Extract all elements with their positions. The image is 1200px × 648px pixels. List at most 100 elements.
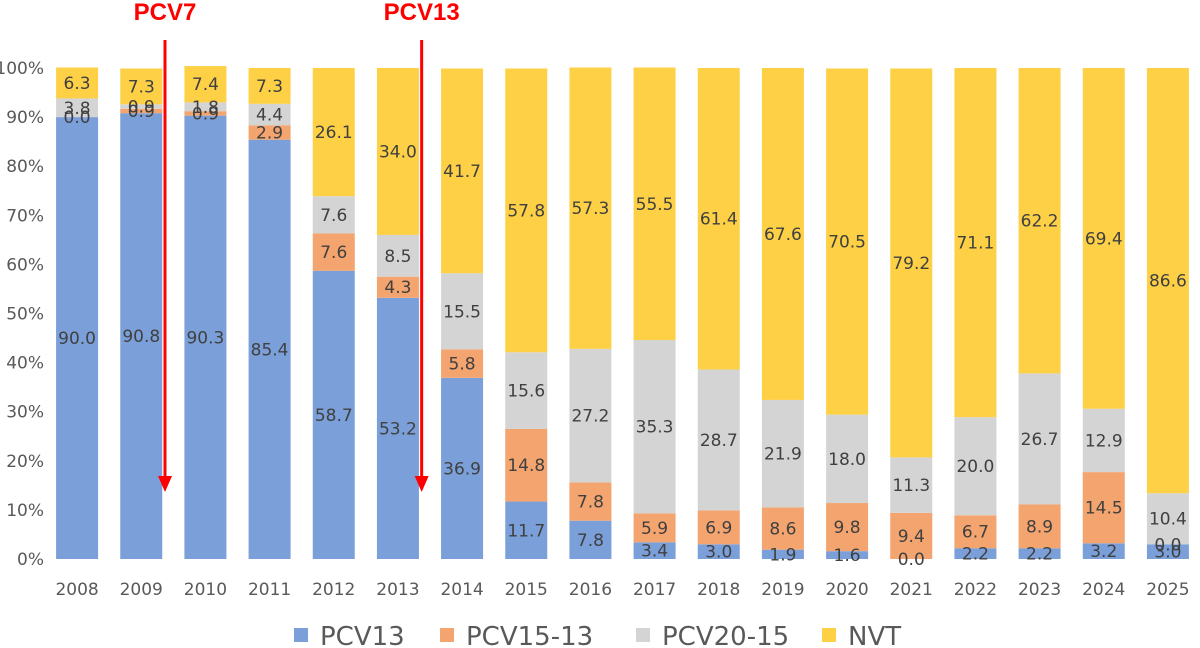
- bar-segment-pcv20-15-2008: [56, 98, 99, 118]
- data-label-pcv13-2017: 3.4: [641, 542, 668, 562]
- data-label-pcv15-13-2018: 6.9: [705, 518, 732, 538]
- data-label-pcv15-13-2024: 14.5: [1085, 499, 1123, 519]
- y-axis: 0% 10% 20% 30% 40% 50% 60% 70% 80% 90% 100%: [0, 59, 44, 570]
- bar-segment-pcv13-2025: [1146, 544, 1189, 559]
- data-label-nvt-2010: 7.4: [192, 75, 219, 95]
- data-label-pcv13-2015: 11.7: [507, 521, 545, 541]
- bar-segment-nvt-2024: [1082, 68, 1125, 409]
- x-tick-label: 2009: [120, 580, 163, 600]
- data-label-nvt-2013: 34.0: [379, 142, 417, 162]
- data-label-pcv20-15-2022: 20.0: [956, 457, 994, 477]
- data-label-nvt-2018: 61.4: [700, 210, 738, 230]
- annotations: PCV7 PCV13: [134, 0, 460, 492]
- bar-segment-pcv15-13-2010: [184, 111, 227, 116]
- legend-label-nvt: NVT: [848, 622, 901, 648]
- annotation-arrow-head: [157, 476, 172, 492]
- bar-segment-pcv13-2015: [505, 501, 548, 559]
- legend-label-pcv20-15: PCV20-15: [662, 622, 789, 648]
- x-tick-label: 2025: [1146, 580, 1189, 600]
- bar-segment-pcv13-2024: [1082, 543, 1125, 559]
- bar-segment-pcv15-13-2020: [826, 503, 869, 552]
- y-tick-label: 0%: [17, 550, 44, 570]
- data-label-pcv20-15-2018: 28.7: [700, 431, 738, 451]
- data-label-pcv15-13-2011: 2.9: [256, 124, 283, 144]
- bar-segment-pcv20-15-2023: [1018, 373, 1061, 505]
- bar-segment-pcv20-15-2020: [826, 414, 869, 504]
- bar-segment-nvt-2021: [890, 68, 933, 458]
- data-label-nvt-2009: 7.3: [128, 77, 155, 97]
- bar-segment-nvt-2012: [312, 68, 355, 197]
- bar-segment-nvt-2023: [1018, 68, 1061, 374]
- bar-segment-pcv20-15-2015: [505, 352, 548, 429]
- data-label-nvt-2021: 79.2: [892, 254, 930, 274]
- data-label-nvt-2014: 41.7: [443, 162, 481, 182]
- data-label-pcv13-2018: 3.0: [705, 543, 732, 563]
- data-label-pcv20-15-2025: 10.4: [1149, 510, 1187, 530]
- bar-segment-pcv15-13-2011: [248, 125, 291, 140]
- bar-segment-pcv15-13-2018: [697, 510, 740, 545]
- x-tick-label: 2014: [440, 580, 483, 600]
- bar-segment-pcv20-15-2013: [376, 234, 419, 277]
- annotation-arrow-head: [414, 476, 429, 492]
- bar-segment-nvt-2018: [697, 68, 740, 370]
- bar-segment-pcv15-13-2023: [1018, 504, 1061, 549]
- bar-segment-pcv13-2018: [697, 544, 740, 559]
- bar-segment-pcv15-13-2012: [312, 233, 355, 271]
- bar-segment-nvt-2009: [120, 68, 163, 105]
- data-label-pcv13-2012: 58.7: [315, 406, 353, 426]
- x-tick-label: 2016: [569, 580, 612, 600]
- data-label-pcv20-15-2008: 3.8: [64, 99, 91, 119]
- bar-segment-pcv15-13-2022: [954, 515, 997, 549]
- data-label-pcv13-2019: 1.9: [769, 545, 796, 565]
- data-label-pcv13-2009: 90.8: [122, 327, 160, 347]
- data-label-pcv20-15-2020: 18.0: [828, 450, 866, 470]
- data-label-pcv15-13-2017: 5.9: [641, 519, 668, 539]
- data-label-pcv15-13-2008: 0.0: [64, 108, 91, 128]
- data-label-pcv20-15-2024: 12.9: [1085, 431, 1123, 451]
- bar-segment-pcv15-13-2009: [120, 108, 163, 114]
- data-label-nvt-2019: 67.6: [764, 225, 802, 245]
- data-label-pcv20-15-2017: 35.3: [636, 418, 674, 438]
- data-label-pcv13-2011: 85.4: [251, 340, 289, 360]
- bar-segment-pcv13-2023: [1018, 548, 1061, 559]
- data-label-nvt-2008: 6.3: [64, 74, 91, 94]
- bar-segment-pcv13-2012: [312, 270, 355, 559]
- data-label-pcv15-13-2019: 8.6: [769, 520, 796, 540]
- bar-segment-pcv13-2014: [441, 377, 484, 559]
- bar-segment-nvt-2022: [954, 68, 997, 418]
- x-tick-label: 2023: [1018, 580, 1061, 600]
- data-label-pcv20-15-2016: 27.2: [571, 407, 609, 427]
- bar-segment-pcv20-15-2025: [1146, 493, 1189, 545]
- x-tick-label: 2019: [761, 580, 804, 600]
- y-tick-label: 60%: [6, 255, 44, 275]
- legend-swatch-pcv13: [294, 628, 308, 642]
- x-tick-label: 2018: [697, 580, 740, 600]
- bar-segment-pcv13-2009: [120, 113, 163, 559]
- bar-segment-pcv13-2016: [569, 520, 612, 559]
- data-label-nvt-2015: 57.8: [507, 201, 545, 221]
- data-label-pcv15-13-2010: 0.9: [192, 104, 219, 124]
- data-label-pcv13-2013: 53.2: [379, 419, 417, 439]
- bar-segment-pcv13-2022: [954, 548, 997, 559]
- data-label-pcv20-15-2023: 26.7: [1021, 430, 1059, 450]
- bar-segment-nvt-2010: [184, 66, 227, 103]
- bar-segment-pcv20-15-2011: [248, 103, 291, 126]
- bar-segment-pcv20-15-2024: [1082, 408, 1125, 473]
- bar-segment-pcv15-13-2014: [441, 349, 484, 378]
- data-label-pcv20-15-2013: 8.5: [384, 247, 411, 267]
- bar-segment-nvt-2015: [505, 68, 548, 353]
- data-label-pcv13-2023: 2.2: [1026, 545, 1053, 565]
- data-label-pcv13-2010: 90.3: [186, 328, 224, 348]
- data-label-pcv13-2022: 2.2: [962, 545, 989, 565]
- data-label-pcv15-13-2020: 9.8: [834, 518, 861, 538]
- y-tick-label: 70%: [6, 206, 44, 226]
- data-label-pcv13-2024: 3.2: [1090, 542, 1117, 562]
- data-label-pcv20-15-2015: 15.6: [507, 382, 545, 402]
- data-label-pcv15-13-2015: 14.8: [507, 456, 545, 476]
- bar-segment-nvt-2020: [826, 68, 869, 415]
- bar-segment-pcv15-13-2017: [633, 513, 676, 543]
- x-tick-label: 2010: [184, 580, 227, 600]
- legend-label-pcv15-13: PCV15-13: [466, 622, 593, 648]
- y-tick-label: 80%: [6, 157, 44, 177]
- data-label-nvt-2011: 7.3: [256, 77, 283, 97]
